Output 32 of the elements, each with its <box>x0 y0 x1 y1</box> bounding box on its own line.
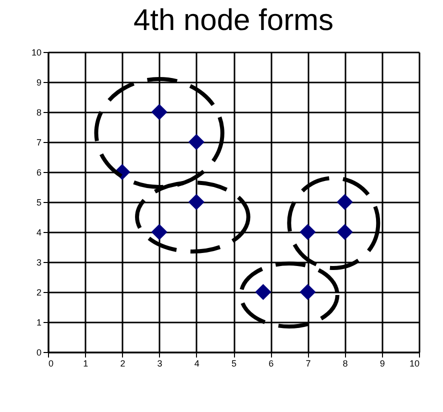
x-tick-label: 2 <box>120 358 126 368</box>
x-tick-label: 0 <box>48 358 54 368</box>
point <box>336 224 353 240</box>
y-tick-label: 8 <box>36 108 42 118</box>
y-tick-label: 9 <box>36 78 42 88</box>
point <box>151 104 168 120</box>
y-tick-label: 4 <box>36 228 42 238</box>
x-tick-label: 1 <box>83 358 88 368</box>
chart-title: 4th node forms <box>133 4 334 37</box>
x-tick-label: 5 <box>231 358 237 368</box>
x-tick-label: 8 <box>342 358 348 368</box>
y-tick-label: 5 <box>36 198 42 208</box>
point <box>336 194 353 210</box>
y-tick-label: 0 <box>36 348 42 358</box>
y-tick-label: 7 <box>36 138 42 148</box>
x-tick-label: 4 <box>194 358 200 368</box>
y-tick-label: 3 <box>36 258 42 268</box>
point <box>300 224 316 240</box>
x-tick-label: 9 <box>380 358 385 368</box>
y-tick-label: 1 <box>36 318 42 328</box>
point <box>300 284 316 300</box>
point <box>188 194 204 210</box>
x-tick-label: 10 <box>409 358 420 368</box>
point <box>188 134 204 150</box>
x-tick-label: 6 <box>268 358 274 368</box>
x-tick-label: 7 <box>306 358 311 368</box>
y-tick-label: 2 <box>36 288 42 298</box>
point <box>151 224 168 240</box>
x-tick-label: 3 <box>157 358 162 368</box>
point <box>255 284 272 300</box>
y-tick-label: 6 <box>36 168 42 178</box>
y-tick-label: 10 <box>31 48 42 58</box>
